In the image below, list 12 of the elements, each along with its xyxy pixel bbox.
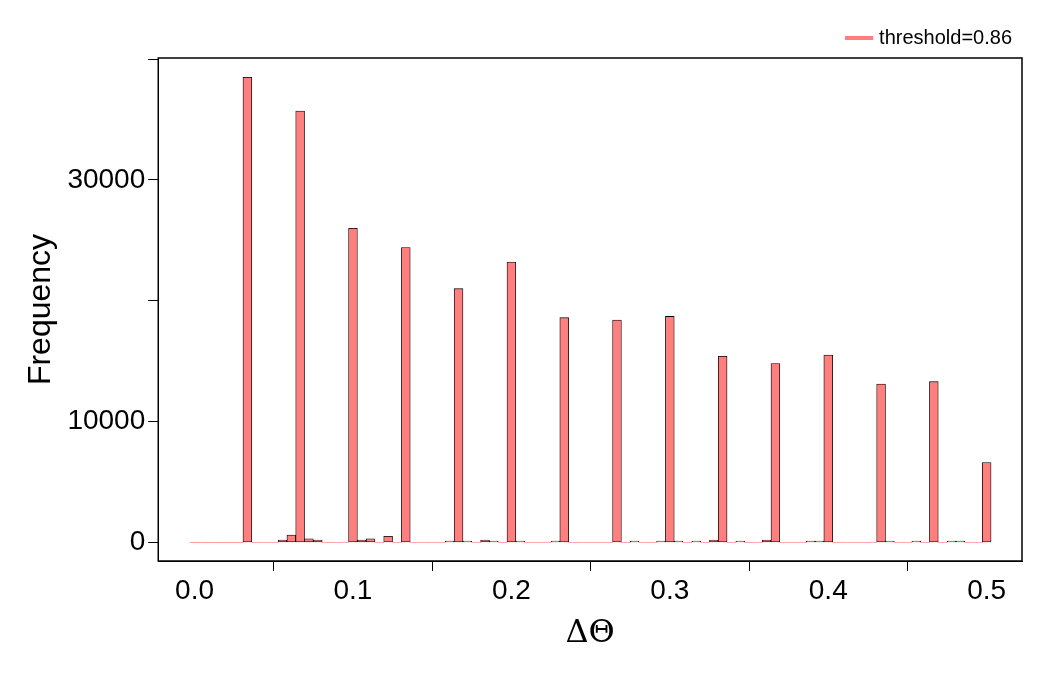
x-tick-label: 0.0 — [175, 573, 215, 605]
y-tick-label: 30000 — [67, 162, 146, 194]
legend-label: threshold=0.86 — [879, 25, 1013, 48]
y-tick-label: 10000 — [67, 404, 146, 436]
x-tick-label: 0.5 — [967, 573, 1007, 605]
x-tick-label: 0.2 — [491, 573, 531, 605]
x-tick-label: 0.3 — [650, 573, 690, 605]
y-axis-title: Frequency — [21, 233, 58, 386]
y-tick-label: 0 — [129, 525, 146, 557]
x-axis-title: ΔΘ — [565, 612, 615, 651]
x-tick-label: 0.4 — [808, 573, 848, 605]
x-tick-label: 0.1 — [333, 573, 373, 605]
